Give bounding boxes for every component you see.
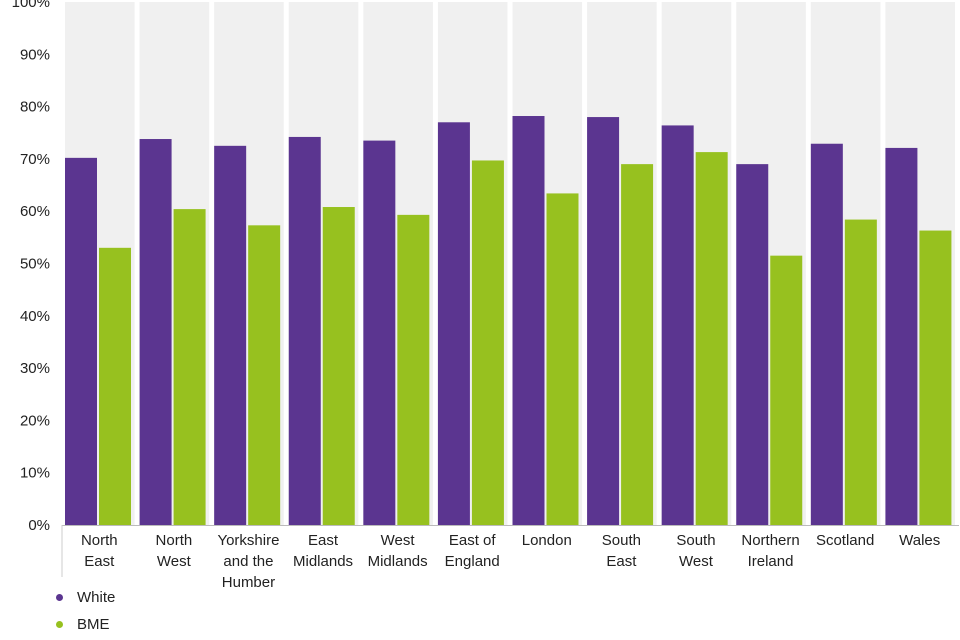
bar-bme-2 xyxy=(248,225,281,526)
bar-white-6 xyxy=(512,116,545,525)
bar-bme-0 xyxy=(99,247,131,525)
bar-white-7 xyxy=(587,117,620,525)
x-tick-label-6: London xyxy=(522,532,572,549)
x-tick-label-8: South West xyxy=(676,532,715,570)
bar-bme-6 xyxy=(546,193,579,525)
legend-marker-white xyxy=(56,594,63,601)
x-tick-label-9: Northern Ireland xyxy=(741,532,799,570)
bar-bme-4 xyxy=(397,214,430,525)
y-tick-label-100: 100% xyxy=(12,0,50,11)
y-tick-label-80: 80% xyxy=(20,99,50,116)
x-tick-label-1: North West xyxy=(156,532,193,570)
x-tick-label-2: Yorkshire and the Humber xyxy=(217,532,279,591)
y-tick-label-0: 0% xyxy=(28,517,50,534)
legend-label-white: White xyxy=(77,589,116,606)
bar-white-10 xyxy=(810,143,843,525)
x-tick-label-3: East Midlands xyxy=(293,532,353,570)
x-tick-label-5: East of England xyxy=(445,532,500,570)
bar-white-8 xyxy=(661,125,694,525)
x-tick-label-11: Wales xyxy=(899,532,940,549)
y-tick-label-30: 30% xyxy=(20,360,50,377)
legend: White BME xyxy=(56,584,115,638)
bar-bme-3 xyxy=(322,207,355,526)
y-tick-label-50: 50% xyxy=(20,256,50,273)
y-tick-label-40: 40% xyxy=(20,308,50,325)
legend-item-bme: BME xyxy=(56,611,115,638)
bar-white-1 xyxy=(139,139,172,525)
bar-bme-9 xyxy=(770,255,803,525)
bar-bme-7 xyxy=(621,164,654,525)
bar-bme-11 xyxy=(919,230,952,525)
bar-bme-5 xyxy=(471,160,504,525)
y-tick-label-20: 20% xyxy=(20,412,50,429)
x-tick-label-10: Scotland xyxy=(816,532,874,549)
y-tick-label-90: 90% xyxy=(20,46,50,63)
legend-item-white: White xyxy=(56,584,115,611)
bar-white-2 xyxy=(214,145,247,525)
bar-bme-8 xyxy=(695,152,728,525)
x-tick-label-7: South East xyxy=(602,532,641,570)
bar-white-3 xyxy=(288,136,321,525)
bar-white-11 xyxy=(885,147,918,526)
legend-label-bme: BME xyxy=(77,616,110,633)
bar-bme-10 xyxy=(844,219,877,525)
y-tick-label-70: 70% xyxy=(20,151,50,168)
x-tick-label-4: West Midlands xyxy=(368,532,428,570)
y-tick-label-10: 10% xyxy=(20,465,50,482)
bar-white-4 xyxy=(363,140,396,525)
bar-bme-1 xyxy=(173,209,206,525)
bar-white-5 xyxy=(437,122,470,525)
bar-white-0 xyxy=(65,157,97,525)
bar-white-9 xyxy=(736,164,769,525)
y-tick-label-60: 60% xyxy=(20,203,50,220)
x-tick-label-0: North East xyxy=(81,532,118,570)
legend-marker-bme xyxy=(56,621,63,628)
